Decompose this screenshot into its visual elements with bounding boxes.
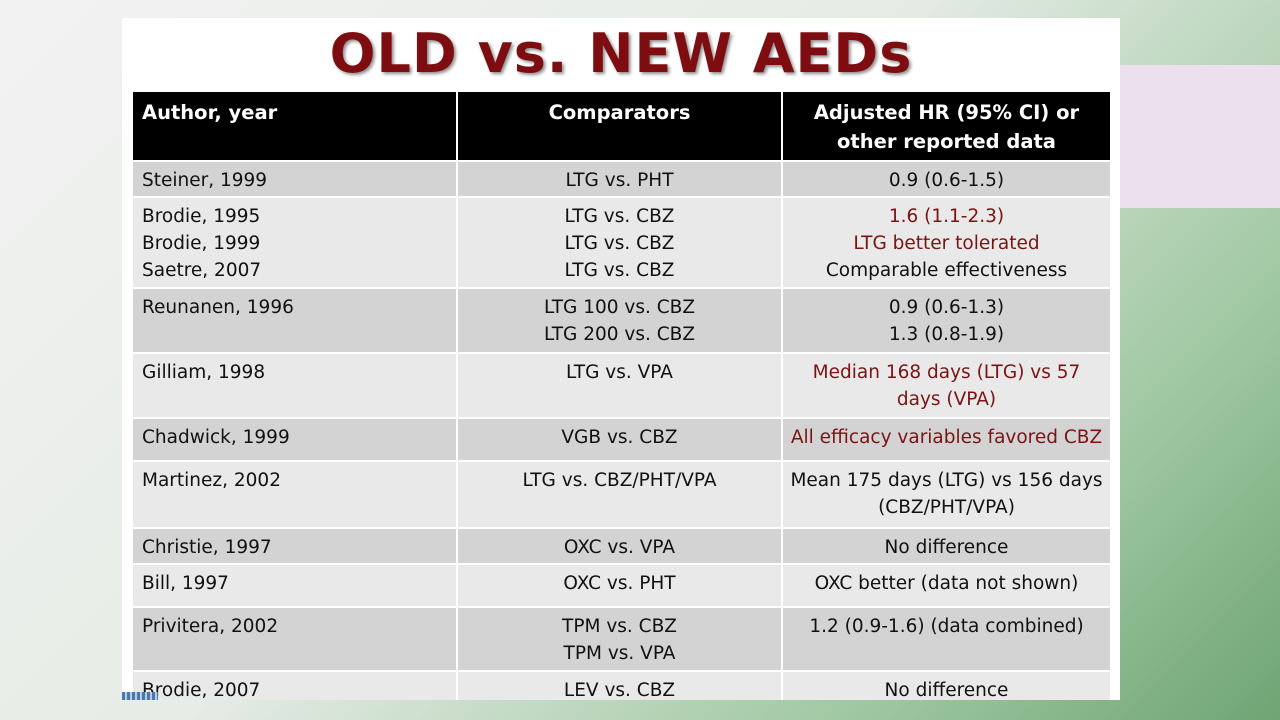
- cell-text: Brodie, 1995: [142, 206, 261, 227]
- cell-text: LTG 200 vs. CBZ: [543, 324, 696, 345]
- table-cell: Gilliam, 1998: [133, 354, 458, 417]
- header-cell: Adjusted HR (95% CI) or other reported da…: [783, 92, 1110, 160]
- cell-text: LTG better tolerated: [853, 233, 1040, 254]
- header-text: other reported data: [837, 130, 1056, 153]
- table-cell: Steiner, 1999: [133, 162, 458, 196]
- table-cell: LTG vs. PHT: [458, 162, 783, 196]
- cell-text: Brodie, 1999: [142, 233, 261, 254]
- cell-text: Christie, 1997: [142, 537, 272, 558]
- table-row: Martinez, 2002 LTG vs. CBZ/PHT/VPA Mean 17…: [133, 462, 1110, 529]
- slide: OLD vs. NEW AEDs Author, year Comparators…: [122, 18, 1120, 700]
- cell-text: All efficacy variables favored CBZ: [790, 427, 1103, 448]
- table-cell: Brodie, 1995 Brodie, 1999 Saetre, 2007: [133, 198, 458, 287]
- table-row: Gilliam, 1998 LTG vs. VPA Median 168 days …: [133, 354, 1110, 419]
- table-row: Brodie, 2007 LEV vs. CBZ No difference: [133, 672, 1110, 700]
- cell-text: Steiner, 1999: [142, 170, 268, 191]
- cell-text: LTG vs. CBZ: [564, 260, 675, 281]
- cell-text: 1.2 (0.9-1.6) (data combined): [809, 616, 1084, 637]
- cell-text: 0.9 (0.6-1.3): [888, 297, 1005, 318]
- header-cell: Comparators: [458, 92, 783, 160]
- table-cell: Chadwick, 1999: [133, 419, 458, 460]
- cell-text: LTG vs. PHT: [565, 170, 674, 191]
- table-cell: LTG vs. CBZ LTG vs. CBZ LTG vs. CBZ: [458, 198, 783, 287]
- table-cell: OXC better (data not shown): [783, 565, 1110, 606]
- decor-panel: [1120, 65, 1280, 208]
- table-cell: Brodie, 2007: [133, 672, 458, 700]
- cell-text: 0.9 (0.6-1.5): [888, 170, 1005, 191]
- table-cell: No difference: [783, 529, 1110, 563]
- table-cell: 0.9 (0.6-1.3) 1.3 (0.8-1.9): [783, 289, 1110, 352]
- cell-text: OXC vs. VPA: [563, 537, 676, 558]
- cell-text: LTG vs. CBZ: [564, 233, 675, 254]
- header-text: Author, year: [142, 101, 278, 124]
- cell-text: Chadwick, 1999: [142, 427, 290, 448]
- cell-text: LEV vs. CBZ: [563, 680, 676, 700]
- cell-text: (CBZ/PHT/VPA): [878, 497, 1015, 518]
- cell-text: Mean 175 days (LTG) vs 156 days: [790, 470, 1103, 491]
- table-cell: No difference: [783, 672, 1110, 700]
- table-cell: Christie, 1997: [133, 529, 458, 563]
- table-cell: 1.6 (1.1-2.3) LTG better tolerated Compara…: [783, 198, 1110, 287]
- cell-text: No difference: [884, 680, 1009, 700]
- cell-text: LTG vs. VPA: [566, 362, 673, 383]
- title: OLD vs. NEW AEDs: [329, 22, 913, 85]
- header-row: Author, year Comparators Adjusted HR (95% …: [133, 92, 1110, 162]
- cell-text: OXC better (data not shown): [814, 573, 1079, 594]
- table-cell: LTG vs. VPA: [458, 354, 783, 417]
- table-cell: VGB vs. CBZ: [458, 419, 783, 460]
- header-text: Adjusted HR (95% CI) or: [813, 101, 1080, 124]
- table-cell: Martinez, 2002: [133, 462, 458, 527]
- table-cell: TPM vs. CBZ TPM vs. VPA: [458, 608, 783, 670]
- table-row: Bill, 1997 OXC vs. PHT OXC better (data no…: [133, 565, 1110, 608]
- cell-text: Comparable effectiveness: [825, 260, 1068, 281]
- table-cell: LEV vs. CBZ: [458, 672, 783, 700]
- cell-text: Bill, 1997: [142, 573, 229, 594]
- cell-text: LTG vs. CBZ/PHT/VPA: [522, 470, 717, 491]
- cell-text: Martinez, 2002: [142, 470, 281, 491]
- table-row: Reunanen, 1996 LTG 100 vs. CBZ LTG 200 vs.…: [133, 289, 1110, 354]
- table-cell: Reunanen, 1996: [133, 289, 458, 352]
- cell-text: No difference: [884, 537, 1009, 558]
- cell-text: VGB vs. CBZ: [561, 427, 678, 448]
- cell-text: Reunanen, 1996: [142, 297, 294, 318]
- table-cell: LTG vs. CBZ/PHT/VPA: [458, 462, 783, 527]
- cell-text: 1.3 (0.8-1.9): [888, 324, 1005, 345]
- table-row: Christie, 1997 OXC vs. VPA No difference: [133, 529, 1110, 565]
- cell-text: TPM vs. CBZ: [562, 616, 677, 637]
- cell-text: Privitera, 2002: [142, 616, 279, 637]
- table-cell: OXC vs. VPA: [458, 529, 783, 563]
- cell-text: Median 168 days (LTG) vs 57: [812, 362, 1081, 383]
- cell-text: OXC vs. PHT: [563, 573, 676, 594]
- header-cell: Author, year: [133, 92, 458, 160]
- table-cell: OXC vs. PHT: [458, 565, 783, 606]
- cell-text: TPM vs. VPA: [563, 643, 676, 664]
- table-row: Brodie, 1995 Brodie, 1999 Saetre, 2007 LTG …: [133, 198, 1110, 289]
- cell-text: days (VPA): [896, 389, 997, 410]
- table-cell: Median 168 days (LTG) vs 57 days (VPA): [783, 354, 1110, 417]
- table-row: Steiner, 1999 LTG vs. PHT 0.9 (0.6-1.5): [133, 162, 1110, 198]
- decor-stripe: [122, 692, 158, 700]
- table-cell: Bill, 1997: [133, 565, 458, 606]
- table-cell: 0.9 (0.6-1.5): [783, 162, 1110, 196]
- table-cell: Privitera, 2002: [133, 608, 458, 670]
- table-row: Privitera, 2002 TPM vs. CBZ TPM vs. VPA 1.2…: [133, 608, 1110, 672]
- table-cell: LTG 100 vs. CBZ LTG 200 vs. CBZ: [458, 289, 783, 352]
- table-cell: All efficacy variables favored CBZ: [783, 419, 1110, 460]
- table-row: Chadwick, 1999 VGB vs. CBZ All efficacy va…: [133, 419, 1110, 462]
- cell-text: LTG vs. CBZ: [564, 206, 675, 227]
- table: Author, year Comparators Adjusted HR (95% …: [133, 92, 1110, 700]
- table-cell: Mean 175 days (LTG) vs 156 days (CBZ/PHT/…: [783, 462, 1110, 527]
- cell-text: Saetre, 2007: [142, 260, 262, 281]
- cell-text: Gilliam, 1998: [142, 362, 266, 383]
- cell-text: Brodie, 2007: [142, 680, 261, 700]
- table-cell: 1.2 (0.9-1.6) (data combined): [783, 608, 1110, 670]
- header-text: Comparators: [548, 101, 691, 124]
- cell-text: 1.6 (1.1-2.3): [888, 206, 1005, 227]
- cell-text: LTG 100 vs. CBZ: [543, 297, 696, 318]
